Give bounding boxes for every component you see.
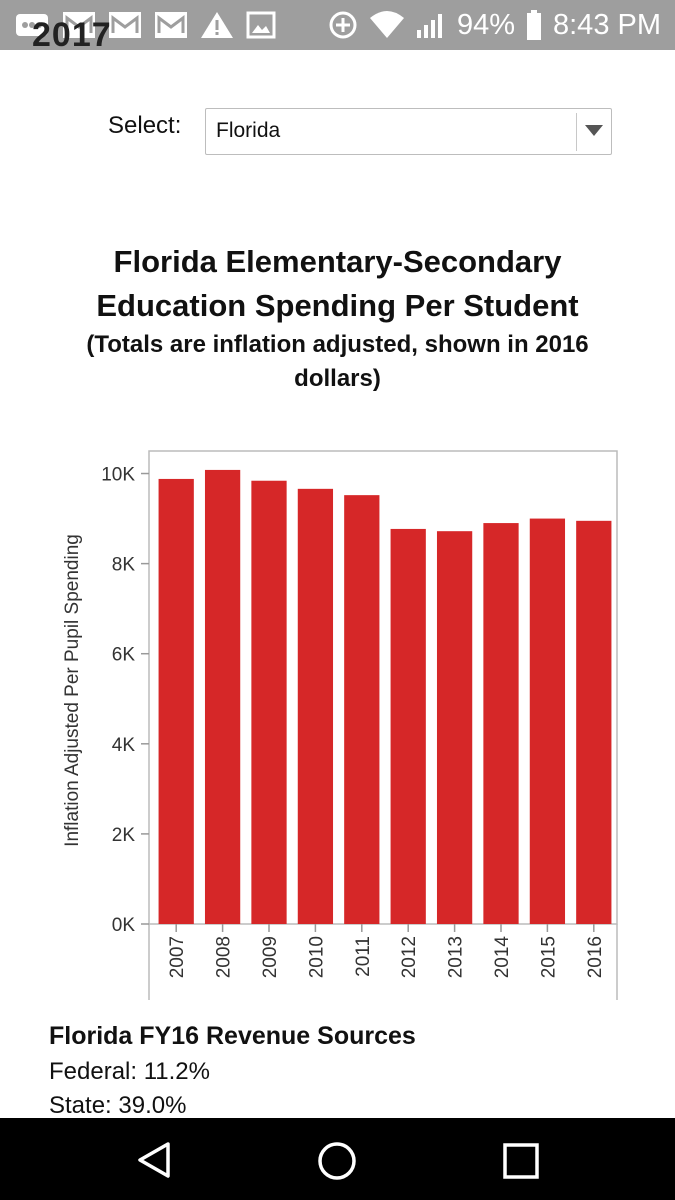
bar bbox=[436, 531, 473, 924]
bar bbox=[204, 469, 241, 924]
battery-percent: 94% bbox=[456, 9, 515, 41]
chevron-down-icon[interactable] bbox=[585, 125, 603, 136]
recents-icon[interactable] bbox=[502, 1142, 540, 1180]
y-tick-label: 6K bbox=[112, 645, 136, 666]
warning-icon bbox=[201, 12, 233, 38]
notification-icon bbox=[16, 14, 48, 36]
state-select-dropdown[interactable]: Florida bbox=[205, 108, 612, 155]
home-icon[interactable] bbox=[316, 1140, 358, 1182]
bar bbox=[483, 523, 519, 924]
battery-icon bbox=[527, 10, 541, 40]
revenue-state: State: 39.0% bbox=[49, 1092, 187, 1118]
bar bbox=[390, 528, 426, 924]
spending-bar-chart: 0K 2K 4K 6K 8K 10K Inflation Adjusted Per Pupi… bbox=[62, 450, 618, 1000]
y-axis-label: Inflation Adjusted Per Pupil Spending bbox=[62, 534, 83, 847]
x-tick-label: 2012 bbox=[399, 936, 420, 978]
select-label: Select: bbox=[108, 112, 182, 139]
x-tick-label: 2013 bbox=[446, 936, 467, 978]
revenue-federal: Federal: 11.2% bbox=[49, 1058, 210, 1085]
x-tick-label: 2008 bbox=[214, 936, 235, 978]
chart-title: Florida Elementary-Secondary Education Sp… bbox=[96, 244, 579, 323]
image-icon bbox=[246, 11, 276, 39]
back-icon[interactable] bbox=[134, 1140, 174, 1180]
x-tick-label: 2015 bbox=[538, 936, 559, 978]
y-tick-label: 4K bbox=[112, 735, 136, 756]
page-heading-cropped: 2017 bbox=[32, 20, 112, 50]
y-tick-label: 8K bbox=[112, 555, 136, 576]
x-tick-label: 2016 bbox=[585, 936, 606, 978]
bar bbox=[158, 478, 194, 924]
mail-icon bbox=[109, 12, 141, 38]
bar bbox=[297, 488, 334, 924]
signal-icon bbox=[416, 14, 442, 38]
mail-icon bbox=[155, 12, 187, 38]
select-value: Florida bbox=[216, 119, 281, 142]
bar bbox=[344, 495, 380, 924]
bar bbox=[251, 480, 287, 924]
bar bbox=[529, 518, 566, 924]
plot-frame bbox=[148, 450, 618, 925]
bar bbox=[576, 520, 612, 924]
mail-icon bbox=[63, 12, 95, 38]
data-saver-icon bbox=[329, 11, 357, 39]
select-divider bbox=[576, 113, 577, 151]
y-tick-label: 10K bbox=[101, 465, 135, 486]
x-tick-label: 2007 bbox=[167, 936, 188, 978]
notification-icons bbox=[14, 8, 276, 42]
x-tick-label: 2010 bbox=[306, 936, 327, 978]
revenue-title: Florida FY16 Revenue Sources bbox=[49, 1022, 416, 1050]
status-bar: 94% 8:43 PM bbox=[0, 0, 675, 50]
system-icons: 94% 8:43 PM bbox=[327, 8, 661, 42]
x-tick-label: 2011 bbox=[353, 936, 374, 977]
navigation-bar bbox=[0, 1118, 675, 1200]
x-tick-label: 2014 bbox=[492, 936, 513, 979]
wifi-icon bbox=[369, 11, 404, 38]
x-tick-label: 2009 bbox=[260, 936, 281, 978]
chart-subtitle: (Totals are inflation adjusted, shown in… bbox=[86, 331, 589, 392]
y-tick-label: 0K bbox=[112, 915, 136, 936]
y-tick-label: 2K bbox=[112, 825, 136, 846]
clock: 8:43 PM bbox=[553, 9, 661, 41]
